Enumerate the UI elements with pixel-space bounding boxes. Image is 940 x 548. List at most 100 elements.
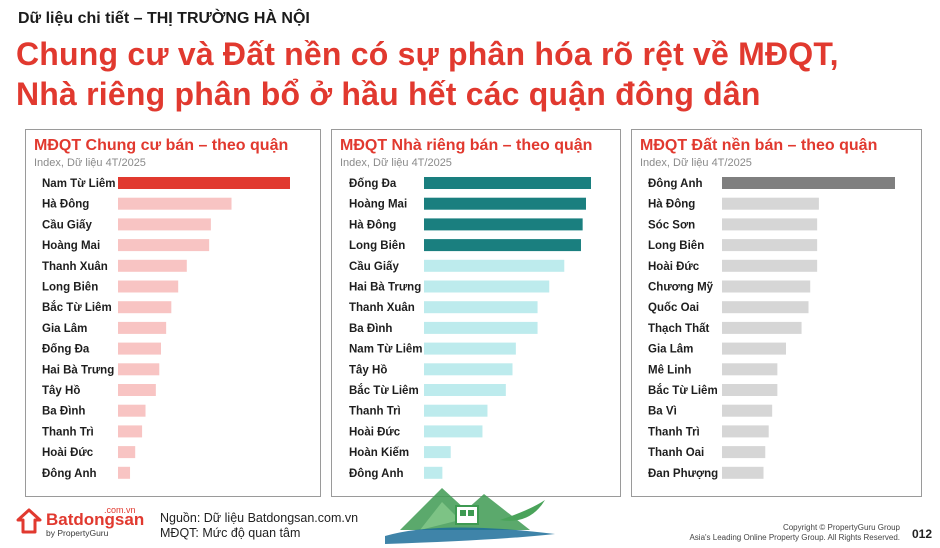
category-label: Hà Đông bbox=[42, 199, 89, 211]
panel-title: MĐQT Nhà riêng bán – theo quận bbox=[340, 137, 593, 154]
bar bbox=[118, 342, 161, 355]
bar bbox=[722, 363, 778, 376]
bar bbox=[424, 466, 443, 479]
category-label: Thanh Trì bbox=[42, 426, 94, 438]
bar bbox=[118, 363, 160, 376]
panel-title: MĐQT Chung cư bán – theo quận bbox=[34, 137, 289, 154]
category-label: Gia Lâm bbox=[648, 344, 693, 356]
panel-title: MĐQT Đất nền bán – theo quận bbox=[640, 137, 878, 154]
section-kicker: Dữ liệu chi tiết – THỊ TRƯỜNG HÀ NỘI bbox=[18, 10, 310, 27]
bar bbox=[424, 446, 451, 459]
panel-subtitle: Index, Dữ liệu 4T/2025 bbox=[340, 157, 452, 169]
house-mountain-watermark-icon bbox=[385, 488, 555, 544]
bar bbox=[118, 321, 167, 334]
category-label: Nam Từ Liêm bbox=[349, 344, 423, 356]
category-label: Đan Phượng bbox=[648, 468, 718, 480]
batdongsan-logo-icon bbox=[16, 508, 42, 534]
category-label: Mê Linh bbox=[648, 364, 691, 376]
category-label: Gia Lâm bbox=[42, 323, 87, 335]
category-label: Sóc Sơn bbox=[648, 219, 695, 231]
category-label: Hai Bà Trưng bbox=[42, 364, 114, 376]
bar bbox=[722, 259, 818, 272]
brand-name: Batdongsan bbox=[46, 510, 145, 529]
category-label: Đống Đa bbox=[42, 344, 90, 356]
bar bbox=[424, 342, 516, 355]
bar bbox=[722, 321, 802, 334]
bar bbox=[118, 425, 143, 438]
bar bbox=[118, 301, 172, 314]
bar bbox=[424, 177, 591, 189]
bar bbox=[722, 197, 819, 210]
copyright-line-2: Asia's Leading Online Property Group. Al… bbox=[689, 533, 900, 542]
bar bbox=[424, 301, 538, 314]
bar bbox=[118, 218, 211, 231]
category-label: Hoàn Kiếm bbox=[349, 447, 409, 459]
category-label: Quốc Oai bbox=[648, 302, 699, 314]
bar bbox=[424, 239, 581, 252]
category-label: Hoàng Mai bbox=[42, 240, 100, 252]
category-label: Thanh Oai bbox=[648, 447, 704, 459]
panel-apartment: MĐQT Chung cư bán – theo quận Index, Dữ … bbox=[25, 129, 321, 497]
bar bbox=[722, 425, 769, 438]
category-label: Nam Từ Liêm bbox=[42, 178, 116, 190]
definition-line: MĐQT: Mức độ quan tâm bbox=[160, 526, 301, 540]
category-label: Thanh Trì bbox=[648, 426, 700, 438]
bar bbox=[722, 218, 818, 231]
chart-land: Đông Anh Hà Đông Sóc Sơn Long Biên Hoài Đức C… bbox=[648, 177, 895, 480]
category-label: Cầu Giấy bbox=[42, 219, 92, 231]
category-label: Bắc Từ Liêm bbox=[42, 301, 112, 314]
headline-line-1: Chung cư và Đất nền có sự phân hóa rõ rệ… bbox=[16, 36, 839, 72]
category-label: Hà Đông bbox=[648, 199, 695, 211]
bar bbox=[722, 301, 809, 314]
bar bbox=[424, 384, 506, 396]
category-label: Thanh Xuân bbox=[349, 302, 415, 314]
bar bbox=[424, 218, 583, 231]
chart-apartment: Nam Từ Liêm Hà Đông Cầu Giấy Hoàng Mai Thanh… bbox=[42, 177, 290, 480]
category-label: Hoàng Mai bbox=[349, 199, 407, 211]
bar bbox=[118, 177, 290, 189]
bar bbox=[118, 239, 210, 252]
category-label: Ba Vì bbox=[648, 406, 677, 418]
copyright-line-1: Copyright © PropertyGuru Group bbox=[782, 523, 900, 532]
category-label: Thạch Thất bbox=[648, 323, 710, 335]
category-label: Tây Hồ bbox=[42, 385, 80, 397]
source-line: Nguồn: Dữ liệu Batdongsan.com.vn bbox=[160, 511, 359, 525]
category-label: Hà Đông bbox=[349, 219, 396, 231]
bar bbox=[722, 404, 773, 417]
category-label: Đông Anh bbox=[349, 468, 404, 480]
category-label: Hoài Đức bbox=[42, 447, 94, 459]
copyright: Copyright © PropertyGuru Group Asia's Le… bbox=[689, 523, 900, 543]
source-note: Nguồn: Dữ liệu Batdongsan.com.vn MĐQT: M… bbox=[160, 511, 358, 541]
category-label: Long Biên bbox=[42, 282, 98, 294]
panel-land: MĐQT Đất nền bán – theo quận Index, Dữ l… bbox=[631, 129, 922, 497]
category-label: Bắc Từ Liêm bbox=[648, 384, 718, 397]
bar bbox=[424, 197, 586, 210]
category-label: Hoài Đức bbox=[648, 261, 700, 273]
category-label: Thanh Xuân bbox=[42, 261, 108, 273]
bar bbox=[118, 280, 179, 293]
category-label: Cầu Giấy bbox=[349, 261, 399, 273]
panel-subtitle: Index, Dữ liệu 4T/2025 bbox=[640, 157, 752, 169]
chart-house: Đống Đa Hoàng Mai Hà Đông Long Biên Cầu Giấy… bbox=[349, 177, 591, 480]
bar bbox=[722, 177, 895, 189]
category-label: Hai Bà Trưng bbox=[349, 282, 421, 294]
bar bbox=[722, 342, 787, 355]
bar bbox=[722, 384, 778, 396]
headline-line-2: Nhà riêng phân bổ ở hầu hết các quận đôn… bbox=[16, 76, 761, 112]
bar bbox=[424, 321, 538, 334]
bar bbox=[118, 384, 156, 396]
bar bbox=[424, 425, 483, 438]
category-label: Bắc Từ Liêm bbox=[349, 384, 419, 397]
category-label: Đống Đa bbox=[349, 178, 397, 190]
brand-domain: .com.vn bbox=[104, 505, 136, 515]
category-label: Tây Hồ bbox=[349, 364, 387, 376]
bar bbox=[424, 280, 550, 293]
brand-tagline: by PropertyGuru bbox=[46, 528, 109, 538]
category-label: Chương Mỹ bbox=[648, 282, 714, 294]
bar bbox=[118, 197, 232, 210]
category-label: Đông Anh bbox=[648, 178, 703, 190]
category-label: Ba Đình bbox=[42, 406, 85, 418]
page-number: 012 bbox=[911, 527, 932, 541]
bar bbox=[118, 404, 146, 417]
panel-house: MĐQT Nhà riêng bán – theo quận Index, Dữ… bbox=[331, 129, 621, 497]
